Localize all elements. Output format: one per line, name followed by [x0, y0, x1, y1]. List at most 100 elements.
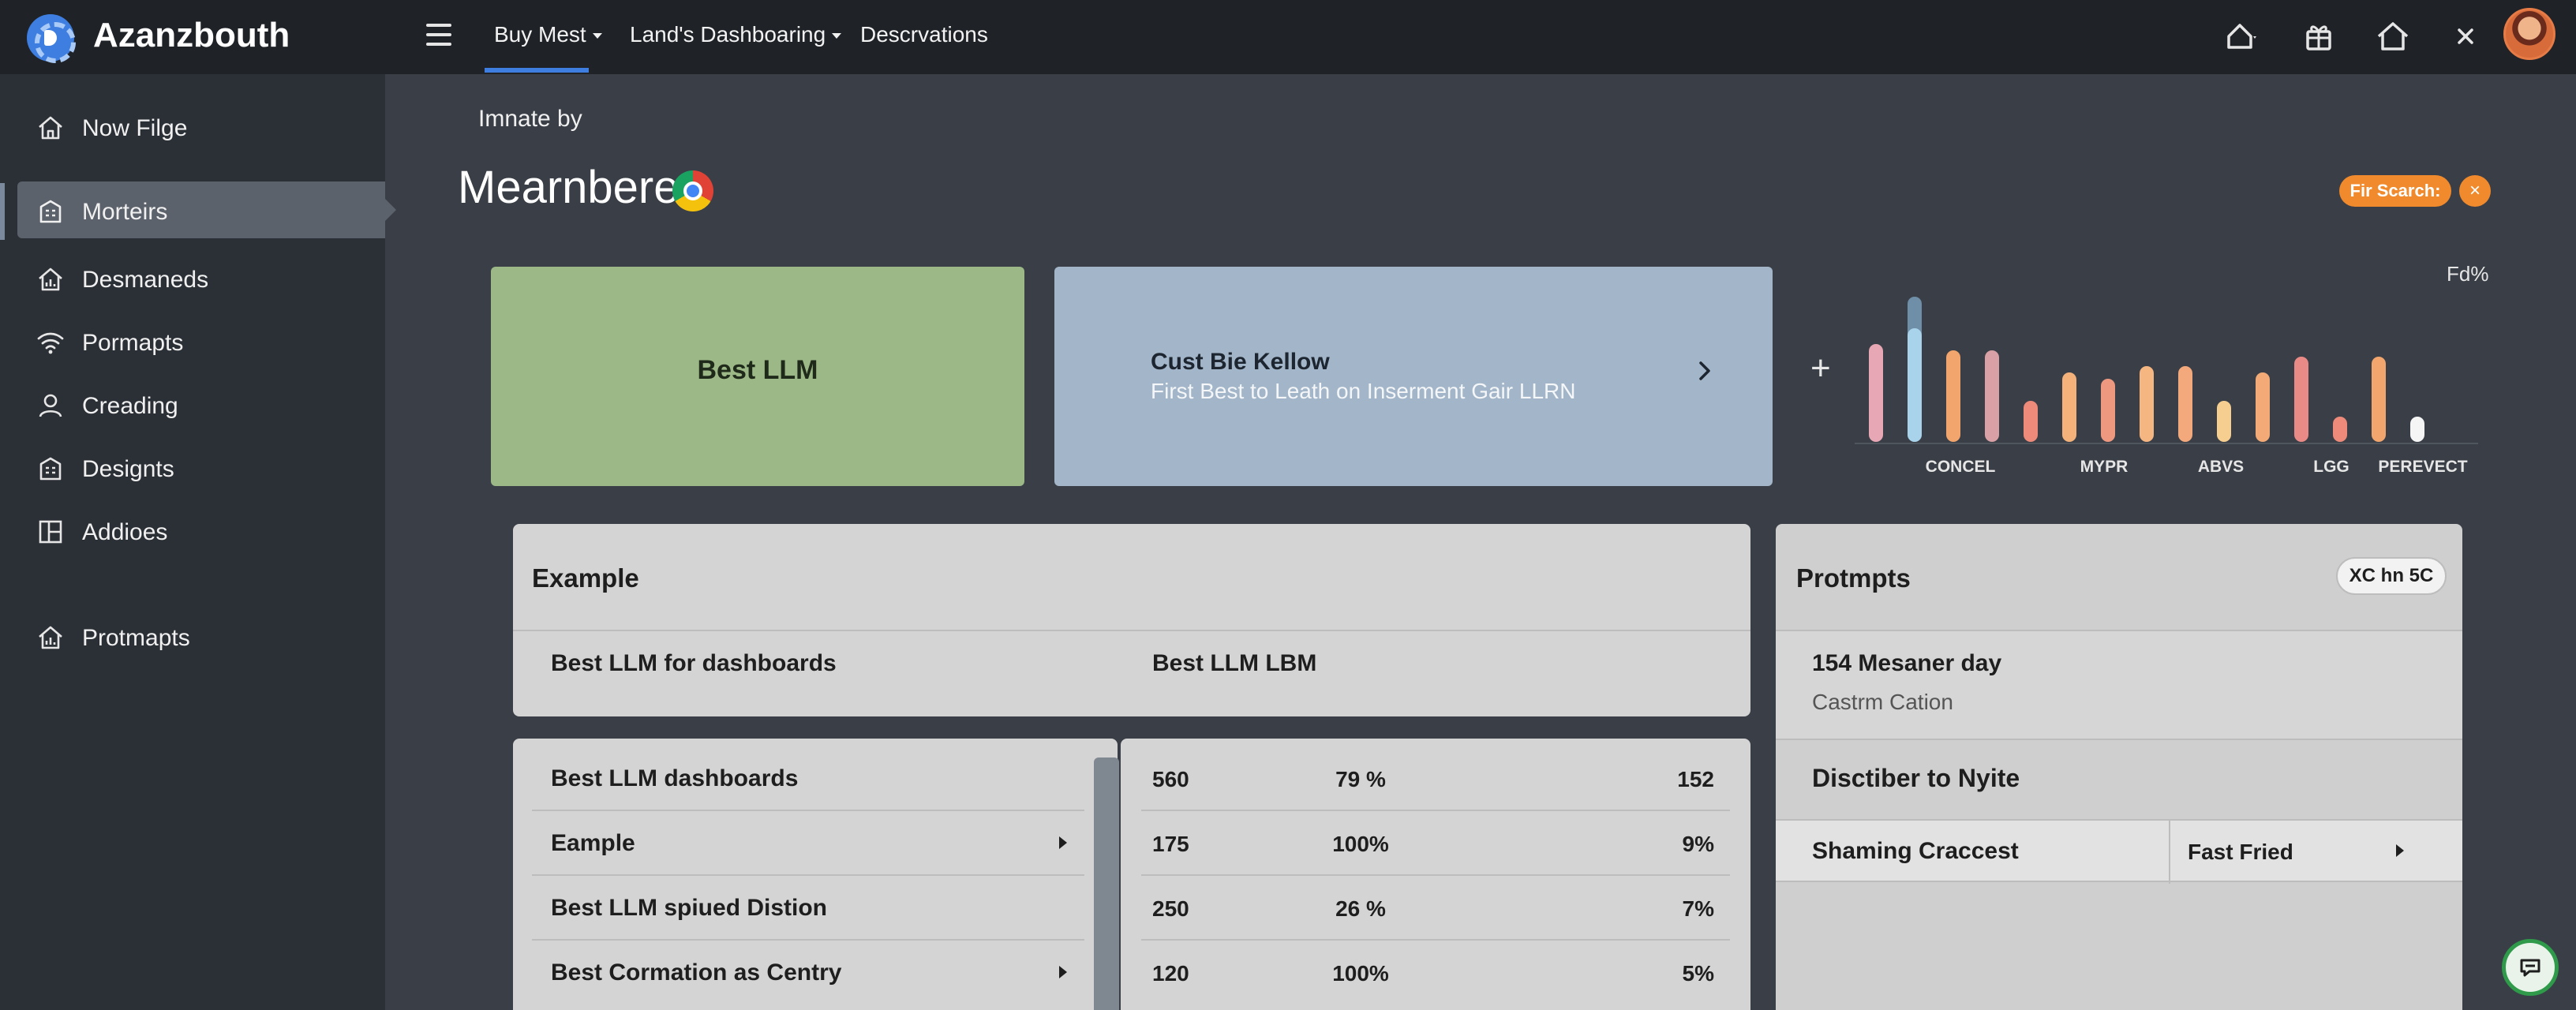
table-cell: 79 % [1335, 767, 1386, 791]
chart-tick-label: ABVS [2198, 458, 2244, 476]
chevron-right-icon[interactable] [1689, 355, 1720, 387]
list-item-label: Best LLM dashboards [551, 765, 799, 791]
chart-bar[interactable] [2410, 417, 2424, 442]
prompt-item-subtitle: Castrm Cation [1812, 690, 1953, 714]
table-cell: 152 [1677, 767, 1714, 791]
building-icon [39, 200, 62, 223]
add-icon[interactable]: + [1810, 349, 1831, 387]
layout-icon [39, 520, 62, 544]
brand-name: Azanzbouth [93, 16, 290, 54]
bar-chart: CONCEL MYPR ABVS LGG PEREVECT [1855, 297, 2478, 476]
chart-bar[interactable] [2178, 366, 2192, 442]
home-icon[interactable] [2374, 17, 2412, 55]
home-dropdown-icon[interactable] [2222, 17, 2260, 55]
best-llm-card[interactable]: Best LLM [491, 267, 1024, 486]
prompt-item-title: 154 Mesaner day [1812, 650, 2002, 676]
list-item[interactable]: Eample [532, 811, 1084, 876]
table-row[interactable]: 560 79 % 152 [1141, 746, 1730, 811]
table-row[interactable]: 120 100% 5% [1141, 941, 1730, 1005]
prompt-section: Disctiber to Nyite [1776, 740, 2462, 819]
sidebar-item-morteirs[interactable]: Morteirs [17, 181, 385, 238]
user-icon [39, 394, 62, 417]
sidebar-item-label: Designts [82, 456, 174, 482]
divider [513, 630, 1750, 631]
list-item-label: Best LLM spiued Distion [551, 895, 828, 921]
wifi-icon [37, 332, 64, 354]
chart-bar[interactable] [2333, 417, 2347, 442]
logo-icon [27, 14, 76, 63]
sidebar-item-label: Morteirs [82, 199, 168, 225]
card-label: Best LLM [697, 355, 818, 385]
prompt-item[interactable]: 154 Mesaner day Castrm Cation [1776, 630, 2462, 740]
table-cell: 26 % [1335, 896, 1386, 921]
chart-bar[interactable] [2294, 357, 2308, 442]
chart-bar[interactable] [2062, 372, 2076, 442]
search-filter-button[interactable]: Fir Scarch: [2339, 175, 2451, 207]
chart-bar[interactable] [2217, 401, 2231, 442]
chevron-down-icon [592, 33, 602, 39]
list-item[interactable]: Best LLM spiued Distion [532, 876, 1084, 941]
sidebar-item-protmapts[interactable]: Protmapts [0, 608, 385, 664]
menu-icon[interactable] [426, 24, 451, 47]
divider [2169, 821, 2170, 884]
caret-right-icon [1059, 836, 1067, 849]
list-item[interactable]: Best Cormation as Centry [532, 941, 1084, 1005]
table-cell: 100% [1332, 832, 1389, 856]
tab-lands-dashboaring[interactable]: Land's Dashboaring [630, 22, 842, 47]
table-row[interactable]: 175 100% 9% [1141, 811, 1730, 876]
chart-bar[interactable] [2372, 357, 2386, 442]
sidebar-item-label: Pormapts [82, 330, 184, 356]
caret-right-icon [2396, 844, 2404, 857]
table-cell: 9% [1682, 832, 1714, 856]
top-bar: Azanzbouth Buy Mest Land's Dashboaring D… [0, 0, 2576, 74]
chart-bar[interactable] [1946, 350, 1960, 442]
tab-buy-mest[interactable]: Buy Mest [494, 22, 602, 47]
sidebar-item-label: Desmaneds [82, 267, 209, 293]
sidebar-item-designts[interactable]: Designts [0, 439, 385, 496]
page-subtitle: Imnate by [478, 106, 582, 132]
sidebar-item-addioes[interactable]: Addioes [0, 502, 385, 559]
prompt-select-row[interactable]: Shaming Craccest Fast Fried [1776, 819, 2462, 884]
select-row-value[interactable]: Fast Fried [2188, 840, 2293, 864]
chart-bar[interactable] [2101, 379, 2115, 442]
section-heading: Disctiber to Nyite [1812, 764, 2020, 792]
sidebar-item-label: Protmapts [82, 625, 190, 651]
avatar[interactable] [2503, 8, 2555, 60]
data-table: 560 79 % 152 175 100% 9% 250 26 % 7% 120… [1121, 739, 1750, 1010]
list-item-label: Best Cormation as Centry [551, 960, 842, 986]
chart-bar[interactable] [2140, 366, 2154, 442]
example-col-2[interactable]: Best LLM LBM [1152, 650, 1317, 676]
gift-icon[interactable] [2300, 17, 2338, 55]
chart-bar[interactable] [1985, 350, 1999, 442]
sidebar-item-creading[interactable]: Creading [0, 376, 385, 432]
chart-bar[interactable] [2256, 372, 2270, 442]
table-cell: 5% [1682, 961, 1714, 986]
chart-bar[interactable] [1908, 328, 1922, 442]
chevron-down-icon [832, 33, 842, 39]
active-item-arrow [385, 199, 396, 221]
sidebar-item-pormapts[interactable]: Pormapts [0, 312, 385, 369]
table-cell: 250 [1152, 896, 1189, 921]
chart-bar[interactable] [1869, 344, 1883, 442]
search-close-button[interactable]: × [2459, 175, 2491, 207]
example-col-1[interactable]: Best LLM for dashboards [551, 650, 837, 676]
prompts-filter-pill[interactable]: XC hn 5C [2336, 557, 2447, 595]
tab-descrvations[interactable]: Descrvations [860, 22, 988, 47]
home-icon [39, 116, 62, 140]
table-cell: 560 [1152, 767, 1189, 791]
caret-right-icon [1059, 966, 1067, 978]
sidebar-item-desmaneds[interactable]: Desmaneds [0, 249, 385, 306]
table-row[interactable]: 250 26 % 7% [1141, 876, 1730, 941]
sidebar-item-now-filge[interactable]: Now Filge [0, 98, 385, 155]
close-icon[interactable] [2447, 17, 2484, 55]
chart-tick-label: LGG [2313, 458, 2349, 476]
cust-bie-card[interactable]: Cust Bie Kellow First Best to Leath on I… [1054, 267, 1773, 486]
active-item-edge [0, 183, 5, 240]
house-chart-icon [39, 267, 62, 291]
scrollbar[interactable] [1094, 758, 1119, 1010]
list-item-label: Eample [551, 830, 635, 856]
chart-bar[interactable] [2024, 401, 2038, 442]
chat-button[interactable] [2502, 939, 2559, 996]
sidebar-item-label: Creading [82, 393, 178, 419]
list-item[interactable]: Best LLM dashboards [532, 746, 1084, 811]
